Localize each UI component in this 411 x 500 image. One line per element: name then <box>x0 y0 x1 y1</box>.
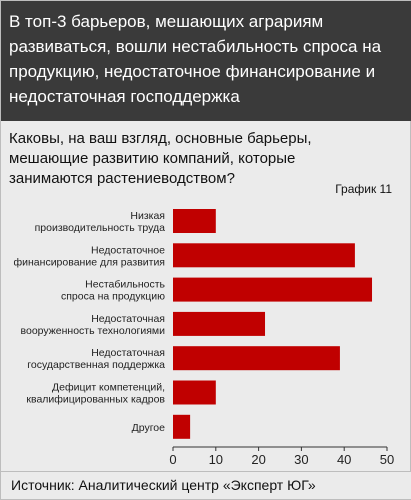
source-note: Источник: Аналитический центр «Эксперт Ю… <box>1 471 411 499</box>
headline: В топ-3 барьеров, мешающих аграриям разв… <box>9 12 382 106</box>
x-tick-label-5: 50 <box>380 452 394 467</box>
bar-0 <box>173 209 216 233</box>
category-label-4-0: Недостаточная <box>91 347 165 359</box>
category-label-5-0: Дефицит компетенций, <box>52 382 165 394</box>
x-tick-label-4: 40 <box>337 452 351 467</box>
category-label-2-0: Нестабильность <box>85 279 165 291</box>
bar-5 <box>173 380 216 405</box>
category-label-3-1: вооруженность технологиями <box>21 325 166 337</box>
category-label-5-1: квалифицированных кадров <box>26 394 165 406</box>
bar-3 <box>173 311 266 336</box>
bar-6 <box>173 414 191 439</box>
survey-question: Каковы, на ваш взгляд, основные барьеры,… <box>9 130 312 187</box>
x-tick-label-0: 0 <box>169 452 176 467</box>
header-banner: В топ-3 барьеров, мешающих аграриям разв… <box>1 1 411 121</box>
bar-1 <box>173 243 355 268</box>
category-label-3-0: Недостаточная <box>91 313 165 325</box>
x-tick-label-3: 30 <box>294 452 308 467</box>
category-label-2-1: спроса на продукцию <box>61 291 165 303</box>
bar-4 <box>173 346 340 371</box>
category-label-4-1: государственная поддержка <box>27 359 165 371</box>
category-label-0-0: Низкая <box>130 210 165 222</box>
category-label-0-1: производительность труда <box>35 222 166 234</box>
x-tick-label-2: 20 <box>251 452 265 467</box>
x-tick-label-1: 10 <box>209 452 223 467</box>
category-label-6-0: Другое <box>132 422 166 434</box>
category-label-1-1: финансирование для развития <box>14 256 166 268</box>
chart-number: График 11 <box>335 182 392 196</box>
bar-2 <box>173 277 373 302</box>
category-label-1-0: Недостаточное <box>91 244 165 256</box>
